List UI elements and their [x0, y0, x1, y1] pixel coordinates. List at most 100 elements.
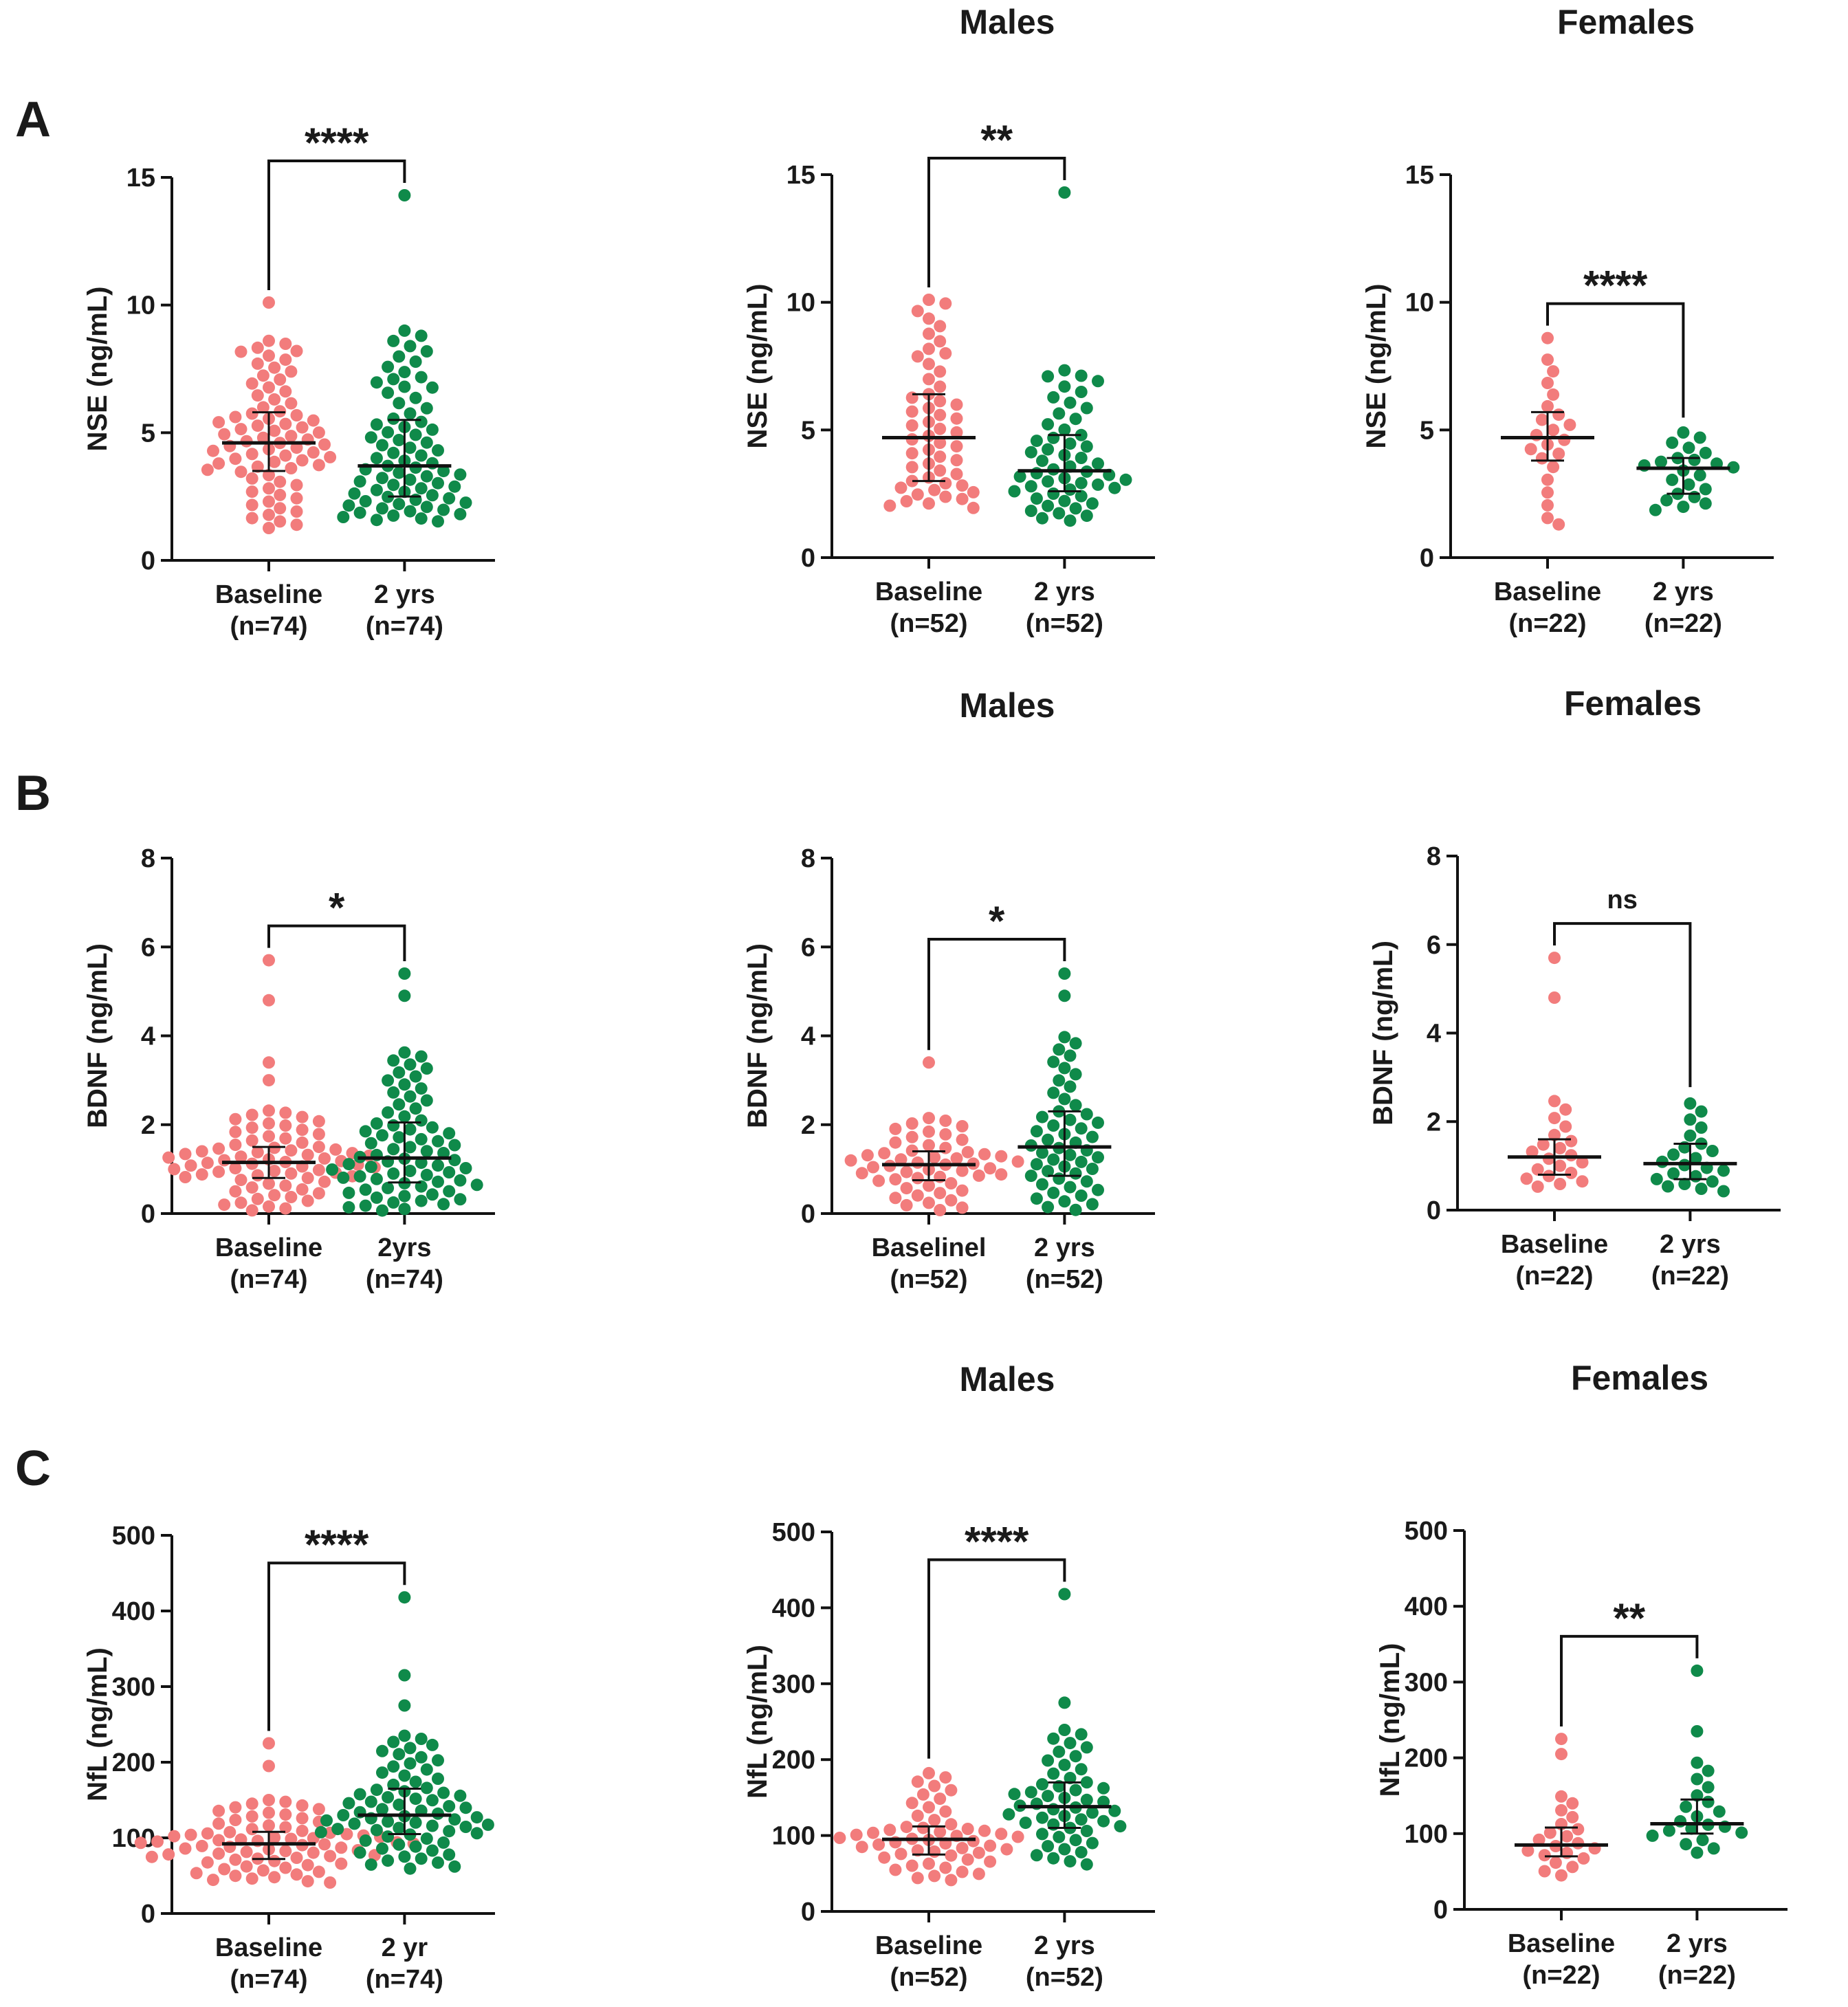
data-point: [398, 324, 411, 337]
data-point: [415, 1082, 428, 1095]
data-point: [393, 350, 406, 363]
data-point: [950, 1152, 963, 1165]
data-point: [432, 476, 444, 490]
data-point: [290, 1852, 303, 1864]
data-point: [1064, 1772, 1077, 1784]
data-point: [861, 1149, 874, 1162]
data-point: [939, 1861, 952, 1874]
data-point: [382, 386, 395, 399]
data-point: [312, 459, 325, 472]
data-point: [928, 1151, 941, 1164]
data-point: [1699, 497, 1712, 510]
data-point: [1548, 991, 1561, 1004]
data-point: [415, 415, 428, 428]
data-point: [1042, 1165, 1055, 1178]
data-point: [364, 1795, 377, 1808]
data-point: [398, 366, 411, 379]
data-point: [889, 1173, 902, 1186]
data-point: [894, 481, 908, 494]
x-tick-n-label: (n=22): [1523, 1961, 1600, 1990]
data-point: [212, 1165, 226, 1178]
data-point: [398, 1669, 411, 1682]
data-point: [353, 1788, 366, 1801]
data-point: [1080, 1858, 1093, 1871]
data-point: [245, 1134, 258, 1147]
data-point: [326, 1163, 339, 1176]
data-point: [1558, 433, 1571, 446]
data-point: [1706, 1145, 1719, 1157]
data-point: [934, 320, 947, 333]
data-point: [984, 1839, 997, 1852]
data-point: [415, 371, 428, 384]
data-point: [939, 347, 952, 360]
data-point: [950, 398, 963, 411]
significance-label: ns: [1607, 886, 1638, 914]
data-point: [268, 1165, 281, 1177]
data-point: [1047, 1803, 1060, 1816]
data-point: [1075, 1845, 1088, 1858]
data-point: [1667, 1167, 1680, 1180]
data-point: [420, 1781, 433, 1795]
data-point: [285, 462, 298, 474]
data-point: [229, 1853, 242, 1866]
data-point: [218, 1198, 231, 1211]
data-point: [426, 1188, 439, 1201]
data-point: [923, 497, 935, 510]
data-point: [911, 1172, 924, 1185]
data-point: [245, 485, 258, 498]
row-a: A NSE (ng/mL) 0 5 10 15 Baseline (n=74) 2 yrs (n…: [15, 3, 1774, 641]
data-point: [245, 377, 258, 390]
data-point: [1559, 1103, 1572, 1116]
data-point: [1042, 475, 1055, 488]
data-point: [409, 355, 422, 368]
x-tick-n-label: (n=52): [890, 1265, 968, 1294]
data-point: [387, 1143, 400, 1156]
data-point: [1053, 1172, 1066, 1185]
data-point: [324, 1850, 337, 1863]
data-point: [376, 1803, 388, 1816]
data-point: [318, 1152, 331, 1165]
y-tick-label: 200: [772, 1746, 815, 1775]
data-point: [426, 423, 439, 436]
data-point: [195, 1145, 208, 1158]
data-point: [1699, 446, 1712, 459]
data-point: [1092, 1116, 1104, 1129]
data-point: [454, 468, 467, 481]
data-point: [263, 994, 275, 1007]
data-point: [900, 495, 913, 507]
data-point: [1064, 1148, 1077, 1161]
data-point: [1042, 1790, 1055, 1803]
x-tick-label: 2 yrs: [1666, 1929, 1728, 1958]
y-tick-label: 10: [1405, 289, 1434, 318]
y-axis-label: BDNF (ng/mL): [82, 943, 113, 1128]
y-axis-label: NSE (ng/mL): [1361, 284, 1392, 449]
y-tick-label: 400: [772, 1594, 815, 1623]
data-point: [398, 1591, 411, 1604]
data-point: [1092, 375, 1104, 388]
data-point: [905, 474, 918, 487]
x-tick-n-label: (n=74): [230, 1965, 308, 1994]
data-point: [867, 1161, 879, 1174]
data-point: [285, 397, 298, 410]
data-point: [1662, 1824, 1675, 1837]
data-point: [1047, 1767, 1060, 1780]
data-point: [296, 1812, 309, 1825]
data-point: [1024, 446, 1037, 459]
data-point: [312, 1865, 325, 1878]
data-point: [1555, 1748, 1568, 1761]
data-point: [1682, 478, 1695, 491]
data-point: [387, 334, 400, 347]
y-tick-label: 15: [126, 164, 155, 193]
data-point: [318, 1838, 331, 1851]
data-point: [459, 496, 472, 509]
data-point: [883, 1823, 896, 1836]
data-point: [1706, 1175, 1719, 1188]
data-point: [393, 397, 406, 410]
x-tick-n-label: (n=22): [1516, 1262, 1594, 1291]
data-point: [1024, 505, 1037, 517]
data-point: [229, 1162, 242, 1175]
data-point: [279, 1106, 292, 1119]
x-tick-n-label: (n=22): [1509, 609, 1587, 638]
data-point: [207, 1874, 219, 1887]
data-point: [245, 1121, 258, 1134]
